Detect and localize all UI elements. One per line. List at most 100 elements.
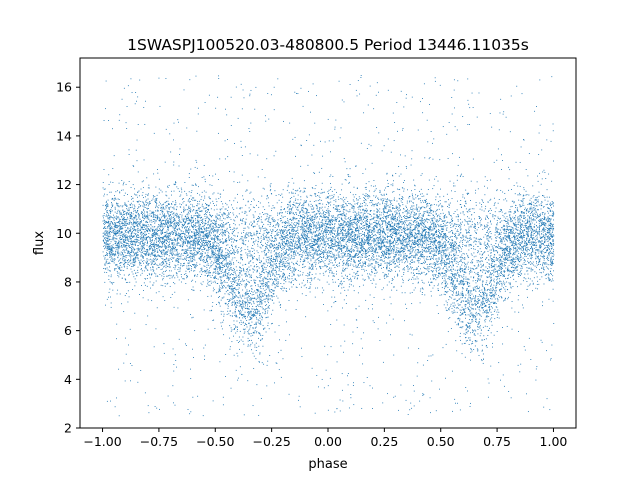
data-point — [206, 250, 208, 252]
data-point — [518, 237, 520, 238]
data-point — [341, 280, 342, 282]
data-point — [169, 252, 171, 254]
data-point — [255, 285, 256, 287]
data-point — [418, 246, 420, 248]
data-point — [218, 247, 219, 249]
data-point — [446, 258, 448, 259]
data-point — [531, 209, 533, 211]
data-point — [421, 237, 423, 239]
data-point — [430, 253, 432, 255]
data-point — [411, 303, 413, 305]
data-point — [400, 384, 402, 386]
data-point — [451, 370, 453, 372]
data-point — [412, 243, 414, 245]
data-point — [480, 257, 482, 259]
data-point — [215, 230, 217, 232]
data-point — [386, 239, 388, 241]
data-point — [291, 261, 293, 263]
data-point — [535, 242, 537, 243]
data-point — [393, 259, 395, 261]
data-point — [146, 231, 148, 233]
data-point — [196, 205, 198, 207]
data-point — [373, 238, 374, 240]
data-point — [156, 209, 158, 211]
data-point — [481, 307, 483, 309]
data-point — [295, 268, 297, 270]
data-point — [220, 193, 222, 195]
data-point — [167, 211, 169, 213]
data-point — [406, 234, 408, 235]
data-point — [448, 252, 450, 254]
data-point — [332, 228, 334, 230]
data-point — [479, 261, 481, 263]
data-point — [303, 238, 305, 240]
data-point — [358, 274, 360, 276]
data-point — [520, 219, 522, 221]
data-point — [488, 246, 490, 248]
data-point — [376, 262, 378, 264]
data-point — [344, 239, 346, 241]
data-point — [478, 307, 480, 308]
data-point — [487, 239, 489, 241]
data-point — [426, 193, 428, 195]
data-point — [210, 256, 212, 258]
data-point — [272, 244, 274, 246]
data-point — [243, 414, 245, 416]
data-point — [224, 208, 226, 210]
data-point — [161, 253, 162, 255]
data-point — [376, 227, 378, 229]
data-point — [433, 217, 435, 219]
data-point — [390, 263, 392, 265]
data-point — [498, 211, 500, 213]
data-point — [106, 203, 108, 205]
data-point — [294, 235, 296, 237]
data-point — [258, 216, 260, 218]
data-point — [424, 226, 426, 228]
data-point — [450, 305, 452, 307]
data-point — [392, 248, 394, 250]
data-point — [342, 247, 344, 249]
data-point — [206, 269, 208, 270]
data-point — [252, 238, 254, 240]
data-point — [482, 280, 484, 282]
data-point — [488, 228, 490, 230]
data-point — [371, 271, 373, 273]
data-point — [118, 272, 120, 274]
data-point — [276, 259, 278, 261]
data-point — [539, 213, 541, 215]
data-point — [484, 185, 486, 187]
data-point — [516, 254, 518, 256]
data-point — [415, 213, 417, 215]
data-point — [545, 233, 547, 235]
data-point — [306, 212, 308, 214]
data-point — [125, 257, 127, 259]
data-point — [244, 283, 246, 285]
data-point — [305, 237, 307, 239]
data-point — [319, 224, 321, 226]
data-point — [540, 203, 542, 205]
data-point — [195, 235, 196, 237]
data-point — [219, 272, 220, 274]
data-point — [216, 219, 217, 221]
data-point — [266, 237, 268, 239]
data-point — [136, 221, 138, 223]
data-point — [457, 214, 459, 215]
data-point — [106, 263, 108, 265]
data-point — [342, 307, 343, 309]
data-point — [189, 210, 191, 212]
data-point — [552, 241, 554, 243]
data-point — [108, 221, 110, 223]
data-point — [389, 225, 391, 227]
data-point — [313, 216, 315, 218]
data-point — [544, 240, 545, 242]
data-point — [503, 271, 505, 273]
data-point — [194, 254, 196, 256]
data-point — [282, 196, 284, 198]
data-point — [208, 231, 210, 233]
data-point — [421, 294, 423, 295]
data-point — [305, 201, 307, 203]
data-point — [378, 316, 380, 318]
data-point — [243, 343, 245, 345]
data-point — [541, 249, 543, 251]
data-point — [420, 227, 422, 229]
